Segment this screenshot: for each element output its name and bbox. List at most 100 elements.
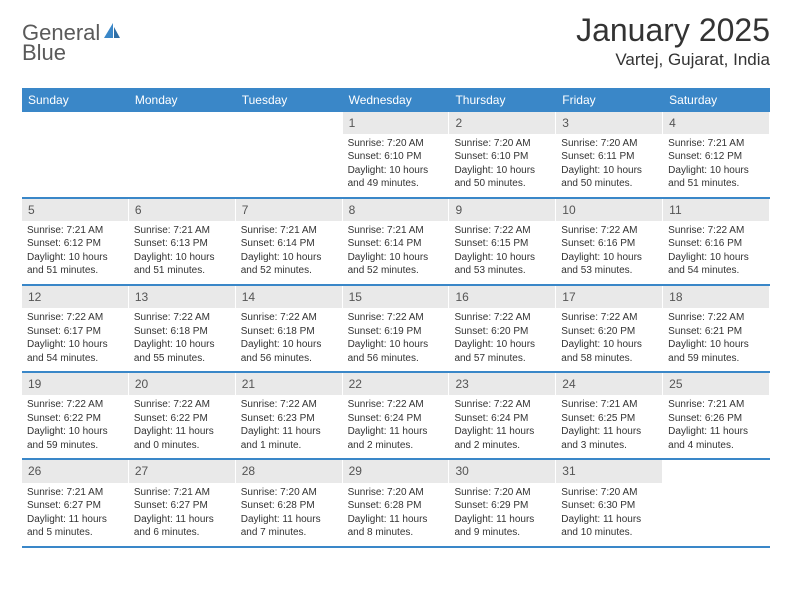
sunset-text: Sunset: 6:25 PM [561,412,657,426]
sunrise-text: Sunrise: 7:22 AM [668,224,764,238]
day-cell: 27Sunrise: 7:21 AMSunset: 6:27 PMDayligh… [129,460,236,545]
day-number: 19 [22,373,128,395]
daylight-text: Daylight: 11 hours and 9 minutes. [454,513,550,540]
sunset-text: Sunset: 6:16 PM [561,237,657,251]
day-number: 15 [343,286,449,308]
daylight-text: Daylight: 10 hours and 49 minutes. [348,164,444,191]
day-cell: 26 Sunrise: 7:21 AMSunset: 6:27 PMDayligh… [22,460,129,545]
day-body: Sunrise: 7:22 AMSunset: 6:18 PMDaylight:… [129,311,235,365]
sunset-text: Sunset: 6:23 PM [241,412,337,426]
day-body: Sunrise: 7:21 AMSunset: 6:26 PMDaylight:… [663,398,769,452]
sunset-text: Sunset: 6:20 PM [561,325,657,339]
sail-icon [102,21,122,46]
sunrise-text: Sunrise: 7:22 AM [348,398,444,412]
sunset-text: Sunset: 6:20 PM [454,325,550,339]
day-number: 8 [343,199,449,221]
day-number: 9 [449,199,555,221]
day-body: Sunrise: 7:20 AMSunset: 6:11 PMDaylight:… [556,137,662,191]
day-number: 16 [449,286,555,308]
day-number: 10 [556,199,662,221]
day-body: Sunrise: 7:22 AMSunset: 6:22 PMDaylight:… [129,398,235,452]
day-cell: . [22,112,129,197]
day-body: Sunrise: 7:20 AMSunset: 6:29 PMDaylight:… [449,486,555,540]
day-header-friday: Friday [556,88,663,112]
day-body: Sunrise: 7:20 AMSunset: 6:10 PMDaylight:… [343,137,449,191]
logo-word-2: Blue [22,40,66,65]
day-number: 17 [556,286,662,308]
day-cell: 10 Sunrise: 7:22 AMSunset: 6:16 PMDayligh… [556,199,663,284]
sunrise-text: Sunrise: 7:20 AM [454,137,550,151]
sunset-text: Sunset: 6:22 PM [134,412,230,426]
daylight-text: Daylight: 10 hours and 57 minutes. [454,338,550,365]
sunrise-text: Sunrise: 7:21 AM [134,224,230,238]
day-header-wednesday: Wednesday [343,88,450,112]
day-number: 13 [129,286,235,308]
daylight-text: Daylight: 10 hours and 54 minutes. [27,338,123,365]
daylight-text: Daylight: 11 hours and 2 minutes. [454,425,550,452]
day-cell: 24Sunrise: 7:21 AMSunset: 6:25 PMDayligh… [556,373,663,458]
day-body: Sunrise: 7:20 AMSunset: 6:10 PMDaylight:… [449,137,555,191]
daylight-text: Daylight: 11 hours and 2 minutes. [348,425,444,452]
sunset-text: Sunset: 6:29 PM [454,499,550,513]
daylight-text: Daylight: 10 hours and 56 minutes. [348,338,444,365]
day-body: Sunrise: 7:22 AMSunset: 6:20 PMDaylight:… [449,311,555,365]
daylight-text: Daylight: 10 hours and 50 minutes. [561,164,657,191]
sunrise-text: Sunrise: 7:20 AM [561,137,657,151]
sunrise-text: Sunrise: 7:22 AM [134,398,230,412]
day-number: 6 [129,199,235,221]
daylight-text: Daylight: 11 hours and 6 minutes. [134,513,230,540]
day-body: Sunrise: 7:21 AMSunset: 6:25 PMDaylight:… [556,398,662,452]
sunrise-text: Sunrise: 7:20 AM [241,486,337,500]
day-number: 2 [449,112,555,134]
sunset-text: Sunset: 6:12 PM [668,150,764,164]
day-cell: 11Sunrise: 7:22 AMSunset: 6:16 PMDayligh… [663,199,770,284]
day-body: Sunrise: 7:20 AMSunset: 6:28 PMDaylight:… [343,486,449,540]
sunrise-text: Sunrise: 7:22 AM [454,224,550,238]
sunrise-text: Sunrise: 7:21 AM [241,224,337,238]
daylight-text: Daylight: 11 hours and 5 minutes. [27,513,123,540]
day-cell: 12Sunrise: 7:22 AMSunset: 6:17 PMDayligh… [22,286,129,371]
daylight-text: Daylight: 10 hours and 51 minutes. [134,251,230,278]
day-header-monday: Monday [129,88,236,112]
sunset-text: Sunset: 6:14 PM [241,237,337,251]
day-body: Sunrise: 7:21 AMSunset: 6:27 PMDaylight:… [22,486,128,540]
month-title: January 2025 [576,14,770,48]
sunset-text: Sunset: 6:28 PM [348,499,444,513]
sunset-text: Sunset: 6:14 PM [348,237,444,251]
day-cell: 19 Sunrise: 7:22 AMSunset: 6:22 PMDayligh… [22,373,129,458]
sunset-text: Sunset: 6:26 PM [668,412,764,426]
day-cell: 28Sunrise: 7:20 AMSunset: 6:28 PMDayligh… [236,460,343,545]
day-cell: . [236,112,343,197]
daylight-text: Daylight: 10 hours and 50 minutes. [454,164,550,191]
day-body: Sunrise: 7:21 AMSunset: 6:14 PMDaylight:… [343,224,449,278]
daylight-text: Daylight: 10 hours and 54 minutes. [668,251,764,278]
day-number: 29 [343,460,449,482]
sunrise-text: Sunrise: 7:21 AM [134,486,230,500]
day-number: 18 [663,286,769,308]
day-body: Sunrise: 7:22 AMSunset: 6:15 PMDaylight:… [449,224,555,278]
daylight-text: Daylight: 11 hours and 7 minutes. [241,513,337,540]
day-body: Sunrise: 7:21 AMSunset: 6:14 PMDaylight:… [236,224,342,278]
day-number: 30 [449,460,555,482]
day-body: Sunrise: 7:22 AMSunset: 6:16 PMDaylight:… [556,224,662,278]
day-body: Sunrise: 7:21 AMSunset: 6:13 PMDaylight:… [129,224,235,278]
sunrise-text: Sunrise: 7:21 AM [668,398,764,412]
calendar-page: General January 2025 Vartej, Gujarat, In… [0,0,792,558]
weeks-container: ...1Sunrise: 7:20 AMSunset: 6:10 PMDayli… [22,112,770,548]
day-cell: 30 Sunrise: 7:20 AMSunset: 6:29 PMDayligh… [449,460,556,545]
day-header-sunday: Sunday [22,88,129,112]
sunrise-text: Sunrise: 7:21 AM [27,486,123,500]
day-number: 4 [663,112,769,134]
sunset-text: Sunset: 6:28 PM [241,499,337,513]
day-cell: 18Sunrise: 7:22 AMSunset: 6:21 PMDayligh… [663,286,770,371]
sunset-text: Sunset: 6:10 PM [454,150,550,164]
title-block: January 2025 Vartej, Gujarat, India [576,14,770,70]
day-body: Sunrise: 7:22 AMSunset: 6:19 PMDaylight:… [343,311,449,365]
sunrise-text: Sunrise: 7:21 AM [561,398,657,412]
day-body: Sunrise: 7:22 AMSunset: 6:22 PMDaylight:… [22,398,128,452]
sunrise-text: Sunrise: 7:22 AM [241,311,337,325]
day-number: 26 [22,460,128,482]
sunset-text: Sunset: 6:10 PM [348,150,444,164]
daylight-text: Daylight: 10 hours and 55 minutes. [134,338,230,365]
sunrise-text: Sunrise: 7:20 AM [348,137,444,151]
